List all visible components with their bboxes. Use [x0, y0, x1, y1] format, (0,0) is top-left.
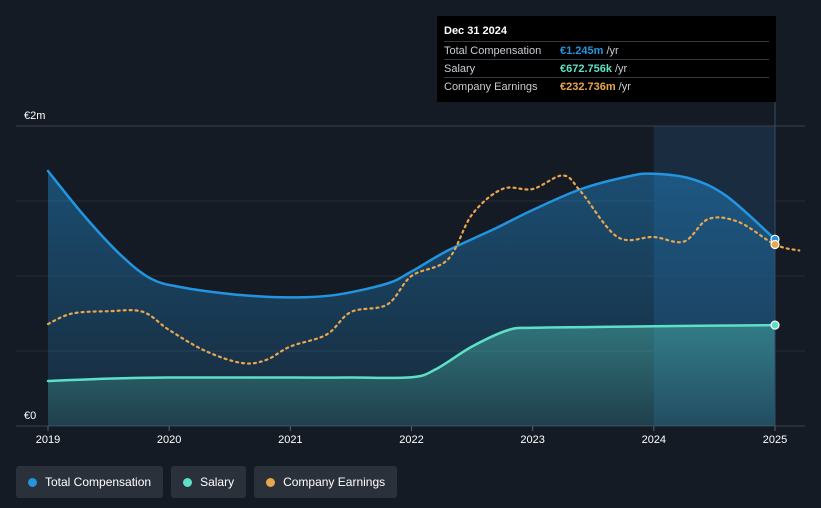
x-tick-label: 2019	[36, 434, 60, 446]
tooltip-label: Company Earnings	[444, 80, 538, 93]
legend-dot-icon	[28, 477, 37, 487]
legend-item-salary[interactable]: Salary	[171, 466, 247, 498]
x-tick-label: 2021	[278, 434, 302, 446]
y-tick-label: €2m	[24, 110, 45, 122]
x-tick-label: 2022	[399, 434, 423, 446]
tooltip-label: Salary	[444, 62, 476, 75]
x-tick-label: 2020	[157, 434, 181, 446]
legend-label: Salary	[200, 475, 235, 489]
tooltip-value: €1.245m	[560, 44, 604, 57]
tooltip-row-salary: Salary €672.756k /yr	[444, 59, 769, 77]
x-tick-label: 2025	[763, 434, 787, 446]
legend-label: Total Compensation	[45, 475, 152, 489]
salary-marker	[770, 320, 780, 330]
legend-dot-icon	[183, 477, 193, 487]
tooltip-label: Total Compensation	[444, 44, 542, 57]
x-tick-label: 2024	[642, 434, 666, 446]
legend-item-company-earnings[interactable]: Company Earnings	[254, 466, 398, 498]
tooltip-row-company-earnings: Company Earnings €232.736m /yr	[444, 77, 769, 95]
tooltip-value: €672.756k	[560, 62, 612, 75]
tooltip-unit: /yr	[606, 44, 619, 57]
salary-area	[48, 325, 775, 426]
company-earnings-marker	[770, 239, 780, 250]
tooltip-value: €232.736m	[560, 80, 616, 93]
tooltip-unit: /yr	[615, 62, 628, 75]
tooltip-unit: /yr	[618, 80, 631, 93]
legend-label: Company Earnings	[283, 475, 386, 489]
legend-dot-icon	[266, 477, 276, 487]
total-compensation-line	[46, 169, 777, 299]
tooltip-date: Dec 31 2024	[444, 25, 507, 37]
tooltip-row-total-compensation: Total Compensation €1.245m /yr	[444, 41, 769, 59]
legend: Total Compensation Salary Company Earnin…	[16, 466, 398, 498]
tooltip: Dec 31 2024 Total Compensation €1.245m /…	[437, 16, 776, 102]
salary-line	[46, 323, 777, 383]
legend-item-total-compensation[interactable]: Total Compensation	[16, 466, 164, 498]
x-tick-label: 2023	[520, 434, 544, 446]
company-earnings-line	[46, 174, 801, 365]
y-tick-label: €0	[24, 410, 36, 422]
